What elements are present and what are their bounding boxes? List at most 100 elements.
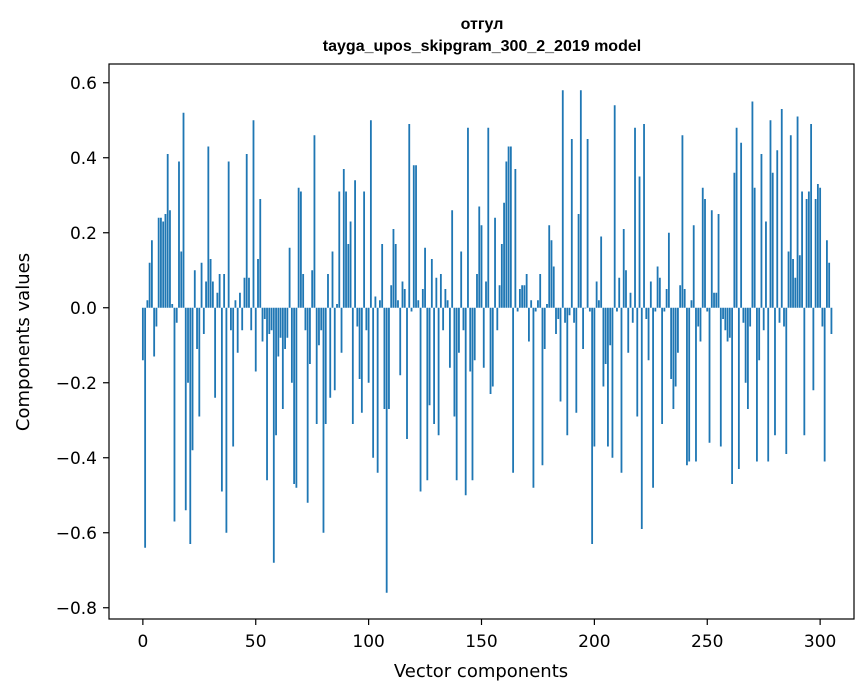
bar-144 bbox=[467, 127, 469, 308]
y-tick-label: −0.2 bbox=[56, 374, 97, 394]
bar-269 bbox=[749, 307, 752, 327]
bar-256 bbox=[719, 307, 722, 447]
bar-25 bbox=[198, 307, 201, 417]
bar-249 bbox=[704, 199, 706, 308]
y-tick-label: 0.2 bbox=[70, 224, 97, 244]
bar-194 bbox=[579, 90, 582, 308]
bar-130 bbox=[435, 277, 438, 308]
bar-24 bbox=[196, 307, 198, 349]
bar-270 bbox=[751, 101, 754, 308]
bar-305 bbox=[830, 307, 833, 334]
bar-193 bbox=[577, 214, 580, 308]
bar-126 bbox=[426, 307, 429, 481]
bar-83 bbox=[329, 307, 332, 398]
y-tick-label: −0.6 bbox=[56, 524, 97, 544]
bar-251 bbox=[708, 307, 711, 443]
bar-62 bbox=[281, 307, 284, 409]
bar-184 bbox=[557, 307, 560, 319]
bar-9 bbox=[162, 221, 165, 308]
bar-222 bbox=[643, 124, 645, 308]
y-tick-label: 0.0 bbox=[70, 299, 97, 319]
bar-188 bbox=[566, 307, 569, 436]
bar-88 bbox=[340, 307, 343, 353]
bar-95 bbox=[356, 307, 359, 327]
bar-13 bbox=[171, 304, 174, 308]
bar-271 bbox=[753, 187, 756, 308]
bar-171 bbox=[528, 307, 530, 342]
bar-290 bbox=[796, 116, 799, 308]
bar-32 bbox=[214, 307, 217, 398]
bar-285 bbox=[785, 307, 788, 454]
bar-180 bbox=[548, 225, 551, 308]
bar-212 bbox=[620, 307, 623, 473]
bar-153 bbox=[487, 127, 490, 308]
bar-38 bbox=[227, 161, 230, 308]
bar-152 bbox=[485, 281, 487, 308]
bar-230 bbox=[661, 307, 664, 424]
bar-286 bbox=[787, 251, 790, 308]
bar-159 bbox=[500, 244, 503, 308]
bar-44 bbox=[241, 307, 244, 331]
bar-190 bbox=[570, 139, 573, 308]
bar-248 bbox=[701, 187, 704, 308]
bars-group bbox=[141, 90, 833, 593]
bar-61 bbox=[279, 307, 282, 338]
bar-253 bbox=[713, 292, 715, 308]
bar-262 bbox=[733, 172, 736, 308]
bar-0 bbox=[141, 307, 144, 361]
bar-68 bbox=[295, 307, 298, 488]
bar-142 bbox=[462, 307, 465, 331]
bar-300 bbox=[819, 187, 822, 308]
bar-110 bbox=[390, 285, 393, 308]
bar-284 bbox=[783, 307, 785, 327]
bar-267 bbox=[744, 307, 747, 383]
bar-108 bbox=[385, 307, 388, 593]
bar-277 bbox=[767, 307, 770, 462]
x-tick-label: 50 bbox=[245, 632, 267, 652]
bar-155 bbox=[491, 307, 494, 387]
bar-287 bbox=[789, 135, 792, 308]
bar-301 bbox=[821, 307, 824, 327]
bar-210 bbox=[616, 307, 618, 312]
bar-192 bbox=[575, 307, 578, 413]
bar-129 bbox=[433, 307, 435, 424]
chart-subtitle: tayga_upos_skipgram_300_2_2019 model bbox=[323, 38, 641, 55]
bar-260 bbox=[728, 307, 731, 338]
bar-114 bbox=[399, 307, 402, 376]
bar-91 bbox=[347, 244, 350, 308]
bar-7 bbox=[157, 217, 160, 308]
bar-298 bbox=[814, 199, 817, 308]
bar-280 bbox=[774, 307, 776, 436]
plot-frame bbox=[108, 63, 855, 620]
bar-10 bbox=[164, 214, 167, 308]
bar-202 bbox=[597, 300, 600, 308]
bar-175 bbox=[537, 300, 539, 308]
bar-149 bbox=[478, 206, 481, 308]
bar-292 bbox=[801, 191, 803, 308]
bar-254 bbox=[715, 292, 718, 308]
bar-64 bbox=[286, 307, 289, 338]
bar-31 bbox=[211, 281, 214, 308]
bar-18 bbox=[182, 112, 185, 308]
bar-134 bbox=[444, 289, 447, 308]
bar-132 bbox=[439, 274, 442, 308]
bar-26 bbox=[200, 262, 203, 308]
bar-76 bbox=[313, 135, 316, 308]
bar-80 bbox=[322, 307, 325, 533]
bar-299 bbox=[816, 184, 819, 308]
bar-169 bbox=[523, 285, 526, 308]
bar-6 bbox=[155, 307, 158, 327]
bar-99 bbox=[365, 307, 368, 331]
bar-238 bbox=[679, 285, 682, 308]
bar-104 bbox=[376, 307, 379, 473]
bar-15 bbox=[175, 307, 178, 323]
bar-138 bbox=[453, 307, 456, 417]
bar-154 bbox=[489, 307, 492, 394]
bar-141 bbox=[460, 251, 463, 308]
bar-85 bbox=[333, 307, 336, 391]
bar-293 bbox=[803, 307, 806, 436]
bar-241 bbox=[686, 307, 688, 466]
bar-120 bbox=[412, 165, 415, 308]
bar-103 bbox=[374, 296, 377, 308]
bar-172 bbox=[530, 300, 533, 308]
